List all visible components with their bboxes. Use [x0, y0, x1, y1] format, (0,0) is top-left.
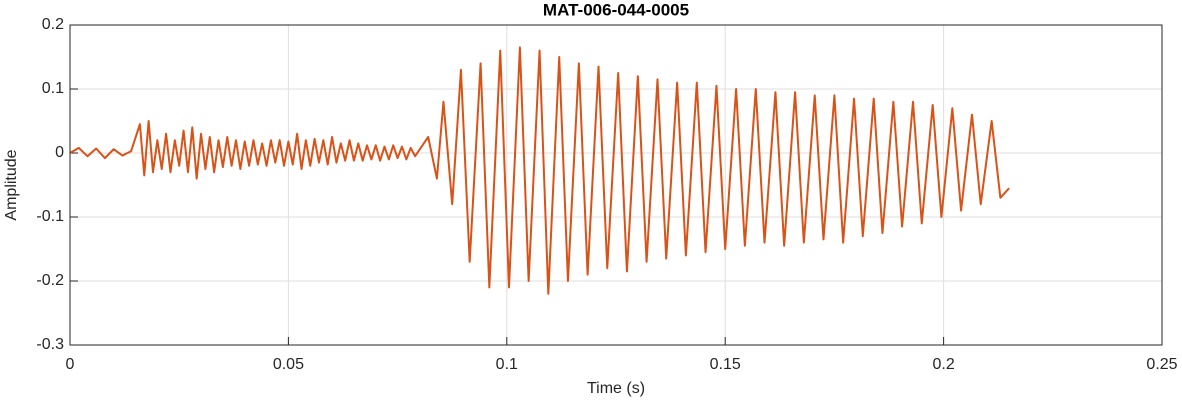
x-axis-label: Time (s) [587, 380, 645, 397]
x-tick-label: 0.25 [1146, 356, 1177, 373]
x-tick-label: 0.2 [932, 356, 954, 373]
y-tick-label: 0.2 [42, 16, 64, 33]
y-tick-label: -0.3 [36, 336, 64, 353]
waveform-line [69, 46, 1010, 295]
y-tick-label: -0.1 [36, 208, 64, 225]
axes-box [69, 24, 1163, 346]
y-tick-label: 0.1 [42, 80, 64, 97]
y-tick-label: 0 [55, 144, 64, 161]
plot-area [70, 25, 1162, 345]
x-tick-label: 0.1 [496, 356, 518, 373]
y-axis-label: Amplitude [3, 149, 20, 220]
y-tick-label: -0.2 [36, 272, 64, 289]
x-tick-label: 0 [66, 356, 75, 373]
x-tick-label: 0.15 [710, 356, 741, 373]
x-tick-label: 0.05 [273, 356, 304, 373]
chart-title: MAT-006-044-0005 [543, 0, 689, 19]
